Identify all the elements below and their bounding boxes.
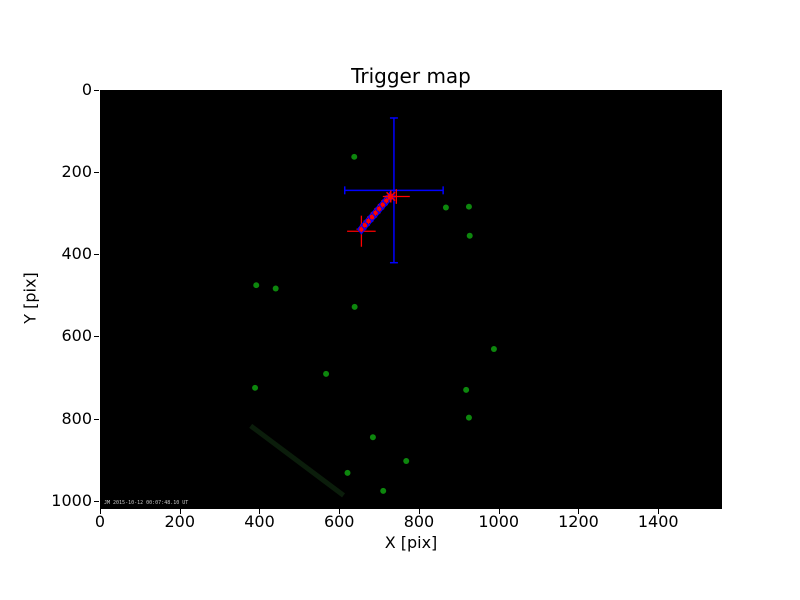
x-tick-label: 600 — [323, 512, 355, 531]
track-square-marker — [370, 214, 375, 219]
y-tick-label: 1000 — [51, 490, 92, 510]
star-detection-dot — [252, 384, 259, 391]
timestamp-watermark: JM 2015-10-12 00:07:48.10 UT — [104, 500, 189, 506]
y-tick — [94, 90, 99, 91]
star-detection-dot — [323, 370, 330, 377]
x-tick — [498, 509, 500, 514]
x-tick — [179, 509, 181, 514]
y-tick — [94, 500, 99, 502]
star-detection-dot — [253, 282, 260, 289]
x-tick — [100, 509, 101, 514]
track-square-marker — [362, 223, 367, 228]
star-detection-dot — [465, 414, 472, 421]
track-square-marker — [380, 202, 385, 207]
star-detection-dot — [490, 345, 497, 352]
star-detection-dot — [351, 153, 358, 160]
y-tick-label: 0 — [81, 80, 92, 99]
y-tick-label: 200 — [61, 162, 92, 182]
x-tick — [259, 509, 261, 514]
y-tick — [94, 418, 99, 420]
track-square-marker — [384, 198, 389, 203]
scatter-marks — [249, 117, 497, 498]
y-tick — [94, 172, 99, 174]
x-tick — [418, 509, 420, 514]
x-tick — [658, 509, 660, 514]
y-tick — [94, 254, 99, 256]
x-tick-label: 1400 — [637, 512, 679, 531]
trigger-asterisk-marker — [388, 194, 393, 199]
star-detection-dot — [369, 434, 376, 441]
star-detection-dot — [380, 487, 387, 494]
star-detection-dot — [442, 204, 449, 211]
x-axis-label: X [pix] — [384, 533, 438, 552]
track-square-marker — [377, 206, 382, 211]
track-square-marker — [359, 227, 364, 232]
star-detection-dot — [465, 203, 472, 210]
chart-title: Trigger map — [351, 64, 471, 88]
x-tick-label: 0 — [94, 512, 106, 531]
track-square-marker — [373, 210, 378, 215]
x-tick — [578, 509, 580, 514]
y-tick-label: 800 — [61, 408, 92, 428]
track-square-marker — [366, 219, 371, 223]
y-axis-label: Y [pix] — [20, 272, 40, 324]
star-detection-dot — [403, 457, 410, 464]
star-detection-dot — [351, 303, 358, 310]
y-tick-label: 600 — [61, 326, 92, 346]
y-tick — [94, 336, 99, 338]
x-tick-label: 1000 — [478, 512, 520, 531]
x-tick — [339, 509, 341, 514]
x-tick-label: 800 — [403, 512, 435, 531]
star-detection-dot — [344, 469, 351, 476]
faint-trail — [249, 423, 346, 498]
plot-area: JM 2015-10-12 00:07:48.10 UT — [100, 90, 722, 509]
y-tick-label: 400 — [61, 244, 92, 264]
star-detection-dot — [466, 232, 473, 239]
star-detection-dot — [272, 285, 279, 292]
x-tick-label: 200 — [164, 512, 195, 531]
x-tick-label: 400 — [244, 512, 275, 531]
star-detection-dot — [463, 386, 470, 393]
x-tick-label: 1200 — [558, 512, 599, 531]
